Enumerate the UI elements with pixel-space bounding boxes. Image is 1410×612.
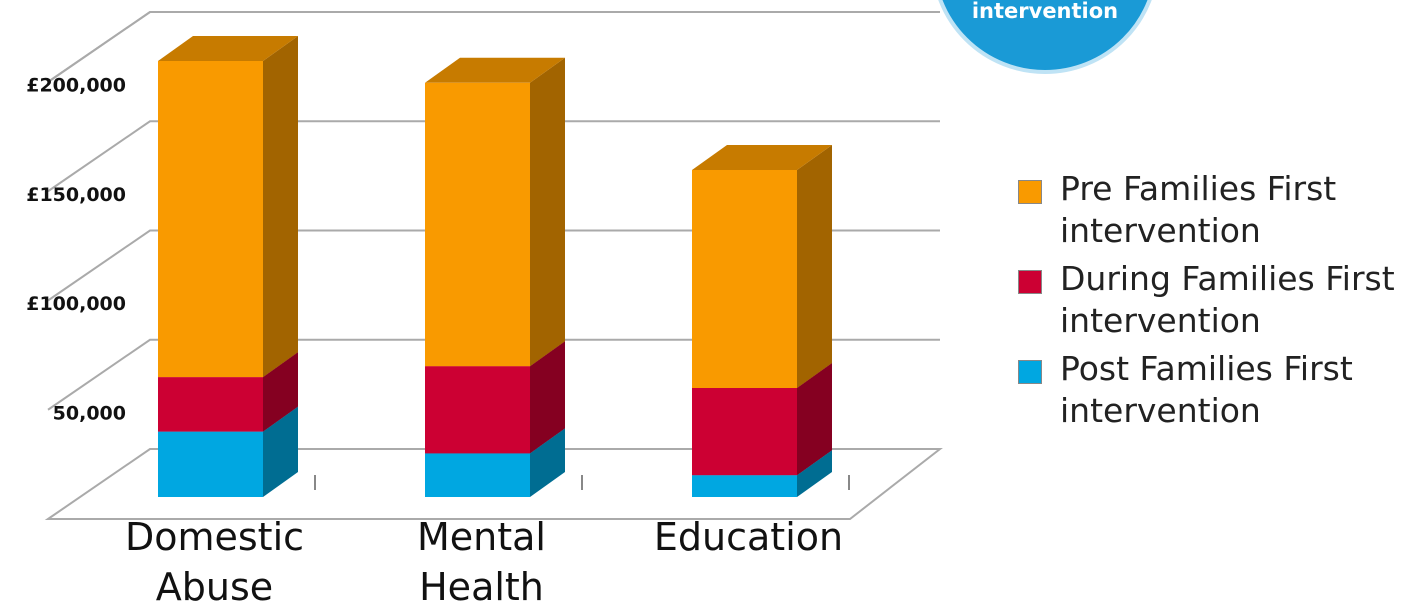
grid-line <box>47 120 940 193</box>
bar-side <box>263 406 298 497</box>
bar <box>692 170 797 388</box>
bar-top <box>158 36 298 61</box>
grid-line <box>47 229 940 302</box>
y-tick-label: £200,000 <box>26 75 126 97</box>
bar-top <box>425 57 565 83</box>
bar <box>425 453 530 497</box>
y-tick-label: £150,000 <box>26 184 126 206</box>
x-tick-label: Education <box>653 515 844 559</box>
x-tick-label: Domestic Abuse <box>124 515 305 609</box>
bar-side <box>530 428 565 497</box>
legend-entry: Post Families First intervention <box>1000 348 1400 432</box>
bar <box>692 475 797 497</box>
badge <box>938 0 1152 74</box>
bar <box>158 431 263 497</box>
grid-line <box>47 338 940 411</box>
legend-swatch <box>1018 180 1042 204</box>
bar-side <box>797 450 832 497</box>
grid-line <box>47 11 940 83</box>
bar-side <box>530 341 565 454</box>
bar-side <box>263 36 298 378</box>
legend-entry: During Families First intervention <box>1000 258 1400 342</box>
badge-text: intervention <box>972 0 1118 23</box>
legend-label: Pre Families First intervention <box>1060 169 1337 250</box>
x-tick-label: Mental Health <box>417 515 546 609</box>
y-tick-label: 50,000 <box>53 402 126 424</box>
bar-side <box>797 363 832 476</box>
bar-side <box>797 145 832 388</box>
y-tick-label: £100,000 <box>26 293 126 315</box>
legend-label: During Families First intervention <box>1060 259 1395 340</box>
legend-label: Post Families First intervention <box>1060 349 1353 430</box>
bar-top <box>692 145 832 170</box>
legend-swatch <box>1018 360 1042 384</box>
bar-side <box>530 57 565 367</box>
bar <box>425 82 530 367</box>
bar <box>158 61 263 378</box>
bar <box>158 377 263 432</box>
legend-entry: Pre Families First intervention <box>1000 168 1400 252</box>
bar <box>692 388 797 476</box>
legend-swatch <box>1018 270 1042 294</box>
bar <box>425 366 530 454</box>
bar-side <box>263 352 298 432</box>
